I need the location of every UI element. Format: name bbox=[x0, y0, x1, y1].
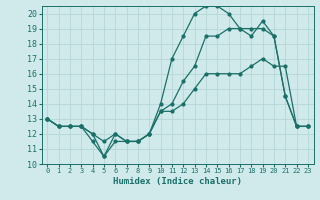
X-axis label: Humidex (Indice chaleur): Humidex (Indice chaleur) bbox=[113, 177, 242, 186]
